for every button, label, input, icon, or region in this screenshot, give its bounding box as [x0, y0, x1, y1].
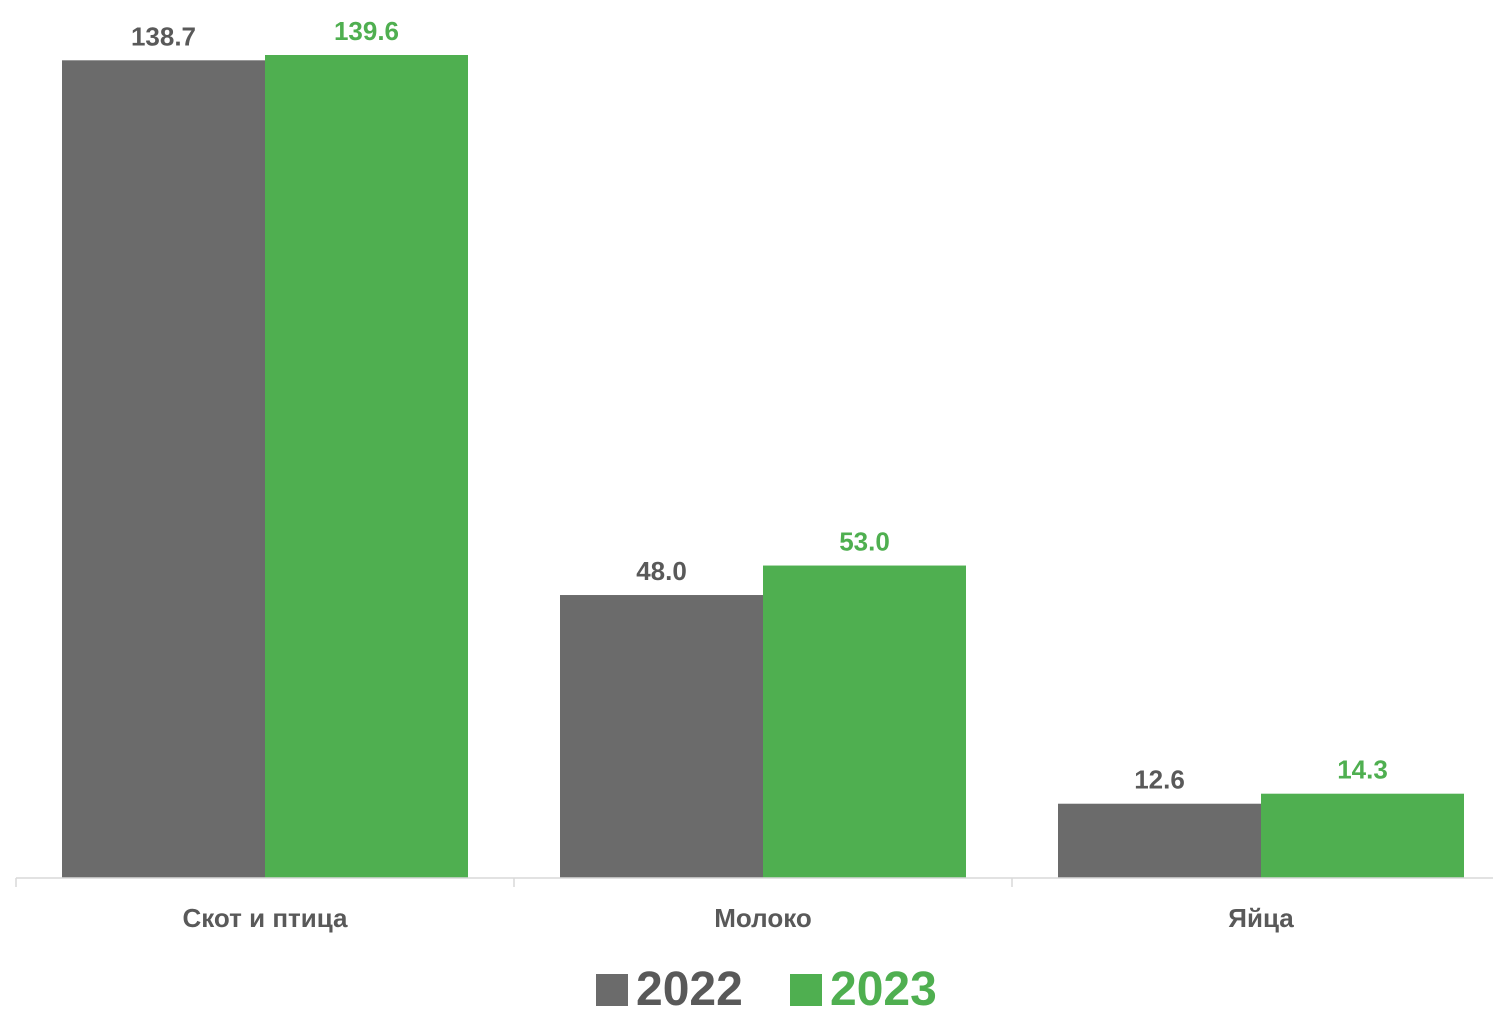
bar-2023-2 [1261, 793, 1464, 878]
bar-2023-0 [265, 55, 468, 878]
bar-2023-1 [763, 565, 966, 878]
category-label-0: Скот и птица [182, 903, 348, 933]
bar-2022-2 [1058, 803, 1261, 878]
data-label-2023-1: 53.0 [839, 527, 890, 557]
data-label-2023-2: 14.3 [1337, 755, 1388, 785]
legend: 2022 2023 [596, 963, 937, 1009]
category-label-2: Яйца [1228, 903, 1294, 933]
bar-2022-1 [560, 595, 763, 878]
category-label-1: Молоко [714, 903, 812, 933]
legend-label-2022: 2022 [636, 963, 743, 1009]
data-label-2022-2: 12.6 [1134, 765, 1185, 795]
data-label-2023-0: 139.6 [334, 16, 399, 46]
legend-swatch-2023 [790, 974, 822, 1006]
legend-swatch-2022 [596, 974, 628, 1006]
legend-label-2023: 2023 [830, 963, 937, 1009]
x-axis [15, 877, 1493, 887]
data-label-2022-0: 138.7 [131, 21, 196, 51]
value-labels-layer: 138.7 139.6 48.0 53.0 12.6 14.3 [131, 16, 1388, 795]
category-labels-layer: Скот и птица Молоко Яйца [182, 903, 1294, 933]
bar-2022-0 [62, 60, 265, 879]
data-label-2022-1: 48.0 [636, 556, 687, 586]
bars-layer [62, 55, 1464, 879]
